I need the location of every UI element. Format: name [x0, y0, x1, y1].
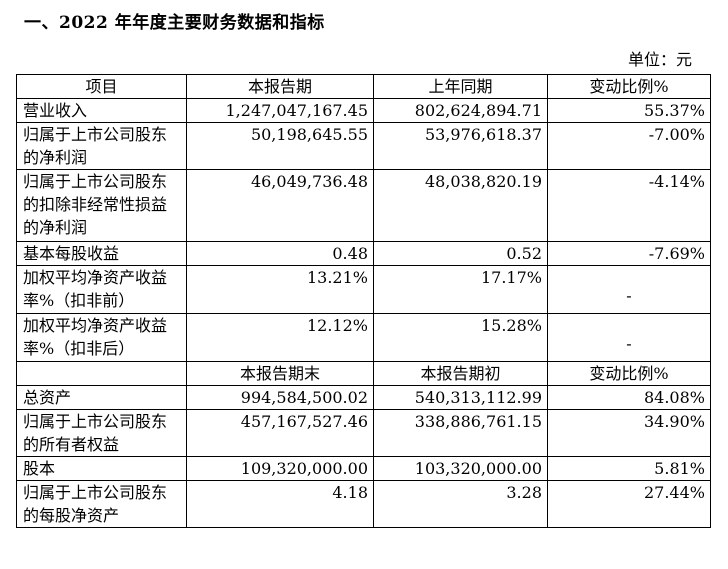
current-value: 457,167,527.46: [186, 409, 374, 457]
table-row: 归属于上市公司股东的净利润 50,198,645.55 53,976,618.3…: [16, 122, 711, 170]
table-row: 归属于上市公司股东的扣除非经常性损益的净利润 46,049,736.48 48,…: [16, 169, 711, 242]
section-title: 一、2022 年年度主要财务数据和指标: [24, 13, 325, 33]
current-value: 109,320,000.00: [186, 456, 374, 481]
header-change-ratio-2: 变动比例%: [547, 361, 711, 386]
row-label: 归属于上市公司股东的每股净资产: [16, 480, 187, 528]
table-row: 股本 109,320,000.00 103,320,000.00 5.81%: [16, 456, 711, 481]
table-row: 加权平均净资产收益率%（扣非后） 12.12% 15.28% -: [16, 313, 711, 362]
current-value: 13.21%: [186, 265, 374, 314]
row-label: 加权平均净资产收益率%（扣非后）: [16, 313, 187, 362]
change-value: -7.69%: [547, 241, 711, 266]
row-label: 归属于上市公司股东的净利润: [16, 122, 187, 170]
header-last-year-same: 上年同期: [373, 74, 548, 99]
current-value: 0.48: [186, 241, 374, 266]
previous-value: 338,886,761.15: [373, 409, 548, 457]
header-item: 项目: [16, 74, 187, 99]
previous-value: 53,976,618.37: [373, 122, 548, 170]
row-label: 归属于上市公司股东的扣除非经常性损益的净利润: [16, 169, 187, 242]
previous-value: 3.28: [373, 480, 548, 528]
header-period-end: 本报告期末: [186, 361, 374, 386]
row-label: 营业收入: [16, 98, 187, 123]
change-value: -7.00%: [547, 122, 711, 170]
current-value: 12.12%: [186, 313, 374, 362]
previous-value: 802,624,894.71: [373, 98, 548, 123]
table-header-row: 项目 本报告期 上年同期 变动比例%: [16, 74, 711, 99]
previous-value: 17.17%: [373, 265, 548, 314]
row-label: 加权平均净资产收益率%（扣非前）: [16, 265, 187, 314]
previous-value: 540,313,112.99: [373, 385, 548, 410]
change-dash: -: [626, 334, 632, 353]
current-value: 46,049,736.48: [186, 169, 374, 242]
table-row: 加权平均净资产收益率%（扣非前） 13.21% 17.17% -: [16, 265, 711, 314]
current-value: 4.18: [186, 480, 374, 528]
change-value: -: [547, 265, 711, 314]
row-label: 总资产: [16, 385, 187, 410]
current-value: 50,198,645.55: [186, 122, 374, 170]
change-value: 84.08%: [547, 385, 711, 410]
previous-value: 103,320,000.00: [373, 456, 548, 481]
previous-value: 0.52: [373, 241, 548, 266]
table-row: 总资产 994,584,500.02 540,313,112.99 84.08%: [16, 385, 711, 410]
header-period-begin: 本报告期初: [373, 361, 548, 386]
change-value: 27.44%: [547, 480, 711, 528]
table-row: 归属于上市公司股东的所有者权益 457,167,527.46 338,886,7…: [16, 409, 711, 457]
previous-value: 15.28%: [373, 313, 548, 362]
header-current-period: 本报告期: [186, 74, 374, 99]
change-value: 5.81%: [547, 456, 711, 481]
row-label: 归属于上市公司股东的所有者权益: [16, 409, 187, 457]
financial-data-table: 项目 本报告期 上年同期 变动比例% 营业收入 1,247,047,167.45…: [16, 74, 711, 528]
table-row: 营业收入 1,247,047,167.45 802,624,894.71 55.…: [16, 98, 711, 123]
row-label: 基本每股收益: [16, 241, 187, 266]
change-value: -4.14%: [547, 169, 711, 242]
row-label: 股本: [16, 456, 187, 481]
current-value: 1,247,047,167.45: [186, 98, 374, 123]
unit-label: 单位：元: [627, 50, 692, 69]
previous-value: 48,038,820.19: [373, 169, 548, 242]
change-value: 34.90%: [547, 409, 711, 457]
table-row: 归属于上市公司股东的每股净资产 4.18 3.28 27.44%: [16, 480, 711, 528]
header-change-ratio: 变动比例%: [547, 74, 711, 99]
table-subheader-row: 本报告期末 本报告期初 变动比例%: [16, 361, 711, 386]
change-value: 55.37%: [547, 98, 711, 123]
subheader-blank: [16, 361, 187, 386]
change-dash: -: [626, 286, 632, 305]
table-row: 基本每股收益 0.48 0.52 -7.69%: [16, 241, 711, 266]
current-value: 994,584,500.02: [186, 385, 374, 410]
change-value: -: [547, 313, 711, 362]
